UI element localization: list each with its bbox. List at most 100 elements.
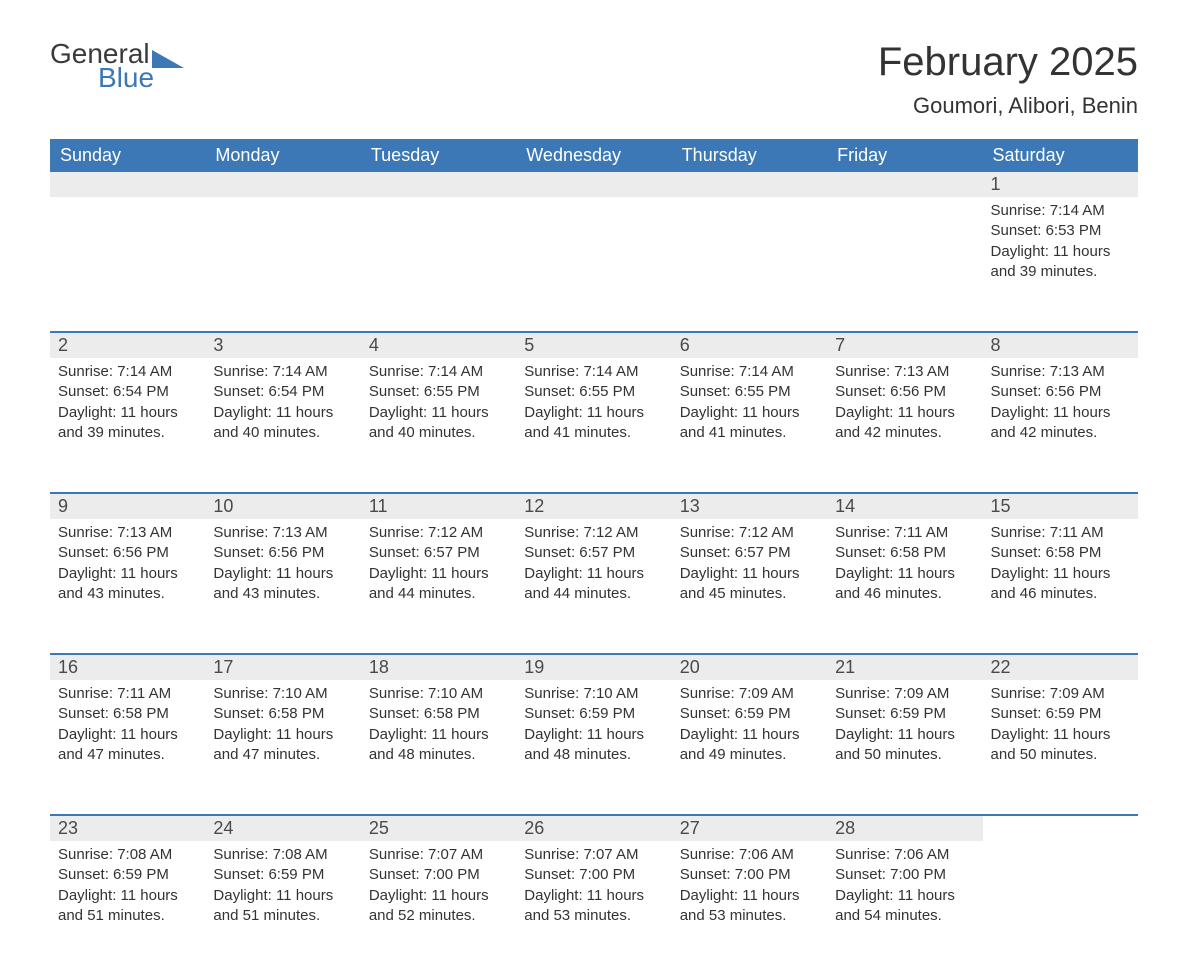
daynum-cell: 10 — [205, 494, 360, 519]
daynum-row: 2345678 — [50, 333, 1138, 358]
location-subtitle: Goumori, Alibori, Benin — [878, 93, 1138, 119]
title-block: February 2025 Goumori, Alibori, Benin — [878, 40, 1138, 119]
daynum-cell: 9 — [50, 494, 205, 519]
day-content: Sunrise: 7:14 AMSunset: 6:55 PMDaylight:… — [516, 358, 671, 451]
sunset-text: Sunset: 6:58 PM — [835, 543, 974, 563]
sunrise-text: Sunrise: 7:14 AM — [991, 201, 1130, 221]
daynum-row: 1 — [50, 172, 1138, 197]
sunrise-text: Sunrise: 7:11 AM — [58, 684, 197, 704]
day-cell: Sunrise: 7:14 AMSunset: 6:53 PMDaylight:… — [983, 197, 1138, 332]
daylight-text: Daylight: 11 hours and 47 minutes. — [213, 725, 352, 766]
daylight-text: Daylight: 11 hours and 54 minutes. — [835, 886, 974, 927]
daynum-cell: 25 — [361, 816, 516, 841]
daylight-text: Daylight: 11 hours and 40 minutes. — [369, 403, 508, 444]
daynum-cell: 15 — [983, 494, 1138, 519]
day-content: Sunrise: 7:12 AMSunset: 6:57 PMDaylight:… — [361, 519, 516, 612]
day-cell: Sunrise: 7:07 AMSunset: 7:00 PMDaylight:… — [516, 841, 671, 976]
weekday-header: Tuesday — [361, 139, 516, 172]
day-content: Sunrise: 7:06 AMSunset: 7:00 PMDaylight:… — [827, 841, 982, 934]
daynum-cell: 5 — [516, 333, 671, 358]
weekday-header-row: SundayMondayTuesdayWednesdayThursdayFrid… — [50, 139, 1138, 172]
day-content: Sunrise: 7:13 AMSunset: 6:56 PMDaylight:… — [50, 519, 205, 612]
day-cell: Sunrise: 7:09 AMSunset: 6:59 PMDaylight:… — [827, 680, 982, 815]
sunset-text: Sunset: 6:53 PM — [991, 221, 1130, 241]
sunrise-text: Sunrise: 7:09 AM — [835, 684, 974, 704]
daylight-text: Daylight: 11 hours and 45 minutes. — [680, 564, 819, 605]
sunset-text: Sunset: 6:54 PM — [213, 382, 352, 402]
sunset-text: Sunset: 6:59 PM — [213, 865, 352, 885]
sunset-text: Sunset: 6:56 PM — [991, 382, 1130, 402]
month-title: February 2025 — [878, 40, 1138, 85]
sunset-text: Sunset: 6:59 PM — [680, 704, 819, 724]
day-number: 13 — [672, 494, 827, 519]
daynum-cell: 24 — [205, 816, 360, 841]
sunrise-text: Sunrise: 7:06 AM — [680, 845, 819, 865]
sunset-text: Sunset: 6:55 PM — [680, 382, 819, 402]
sunrise-text: Sunrise: 7:12 AM — [524, 523, 663, 543]
daylight-text: Daylight: 11 hours and 49 minutes. — [680, 725, 819, 766]
day-cell: Sunrise: 7:11 AMSunset: 6:58 PMDaylight:… — [983, 519, 1138, 654]
day-content: Sunrise: 7:14 AMSunset: 6:55 PMDaylight:… — [672, 358, 827, 451]
page-header: General Blue February 2025 Goumori, Alib… — [50, 40, 1138, 119]
sunrise-text: Sunrise: 7:06 AM — [835, 845, 974, 865]
daynum-cell — [672, 172, 827, 197]
day-cell: Sunrise: 7:07 AMSunset: 7:00 PMDaylight:… — [361, 841, 516, 976]
day-number: 14 — [827, 494, 982, 519]
day-content: Sunrise: 7:14 AMSunset: 6:55 PMDaylight:… — [361, 358, 516, 451]
day-number: 18 — [361, 655, 516, 680]
day-cell — [516, 197, 671, 332]
sunrise-text: Sunrise: 7:07 AM — [369, 845, 508, 865]
daylight-text: Daylight: 11 hours and 42 minutes. — [991, 403, 1130, 444]
sunset-text: Sunset: 6:56 PM — [213, 543, 352, 563]
daylight-text: Daylight: 11 hours and 48 minutes. — [524, 725, 663, 766]
day-number: 22 — [983, 655, 1138, 680]
week-row: Sunrise: 7:13 AMSunset: 6:56 PMDaylight:… — [50, 519, 1138, 654]
week-row: Sunrise: 7:14 AM Sunset: 6:54 PM Daylight:… — [50, 358, 1138, 493]
day-content: Sunrise: 7:10 AMSunset: 6:58 PMDaylight:… — [361, 680, 516, 773]
sunset-text: Sunset: 6:56 PM — [835, 382, 974, 402]
day-cell: Sunrise: 7:08 AMSunset: 6:59 PMDaylight:… — [50, 841, 205, 976]
day-number: 3 — [205, 333, 360, 358]
day-cell: Sunrise: 7:09 AMSunset: 6:59 PMDaylight:… — [672, 680, 827, 815]
daylight-text: Daylight: 11 hours and 41 minutes. — [524, 403, 663, 444]
daynum-cell: 1 — [983, 172, 1138, 197]
day-cell: Sunrise: 7:06 AMSunset: 7:00 PMDaylight:… — [827, 841, 982, 976]
day-content: Sunrise: 7:14 AMSunset: 6:54 PMDaylight:… — [205, 358, 360, 451]
daylight-text: Daylight: 11 hours and 44 minutes. — [524, 564, 663, 605]
daylight-text: Daylight: 11 hours and 43 minutes. — [213, 564, 352, 605]
daynum-cell: 7 — [827, 333, 982, 358]
day-number: 20 — [672, 655, 827, 680]
sunrise-text: Sunrise: 7:08 AM — [58, 845, 197, 865]
sunset-text: Sunset: 6:58 PM — [369, 704, 508, 724]
daynum-cell: 12 — [516, 494, 671, 519]
daylight-text: Daylight: 11 hours and 52 minutes. — [369, 886, 508, 927]
sunset-text: Sunset: 6:57 PM — [369, 543, 508, 563]
day-content: Sunrise: 7:07 AMSunset: 7:00 PMDaylight:… — [516, 841, 671, 934]
weekday-header: Thursday — [672, 139, 827, 172]
weekday-header: Wednesday — [516, 139, 671, 172]
day-cell — [50, 197, 205, 332]
daynum-cell — [516, 172, 671, 197]
day-number: 9 — [50, 494, 205, 519]
day-cell: Sunrise: 7:13 AMSunset: 6:56 PMDaylight:… — [50, 519, 205, 654]
daynum-cell — [983, 816, 1138, 841]
sunrise-text: Sunrise: 7:14 AM — [524, 362, 663, 382]
daynum-cell: 11 — [361, 494, 516, 519]
daylight-text: Daylight: 11 hours and 47 minutes. — [58, 725, 197, 766]
sunrise-text: Sunrise: 7:14 AM — [680, 362, 819, 382]
sunrise-text: Sunrise: 7:14 AM — [369, 362, 508, 382]
day-content: Sunrise: 7:13 AMSunset: 6:56 PMDaylight:… — [827, 358, 982, 451]
sunrise-text: Sunrise: 7:08 AM — [213, 845, 352, 865]
day-number: 25 — [361, 816, 516, 841]
daynum-cell — [50, 172, 205, 197]
sunset-text: Sunset: 7:00 PM — [835, 865, 974, 885]
sunset-text: Sunset: 6:59 PM — [991, 704, 1130, 724]
day-content: Sunrise: 7:07 AMSunset: 7:00 PMDaylight:… — [361, 841, 516, 934]
sunset-text: Sunset: 6:59 PM — [524, 704, 663, 724]
sunrise-text: Sunrise: 7:10 AM — [369, 684, 508, 704]
sunrise-text: Sunrise: 7:09 AM — [991, 684, 1130, 704]
daynum-row: 232425262728 — [50, 816, 1138, 841]
day-content: Sunrise: 7:09 AMSunset: 6:59 PMDaylight:… — [672, 680, 827, 773]
day-number: 17 — [205, 655, 360, 680]
daylight-text: Daylight: 11 hours and 50 minutes. — [991, 725, 1130, 766]
